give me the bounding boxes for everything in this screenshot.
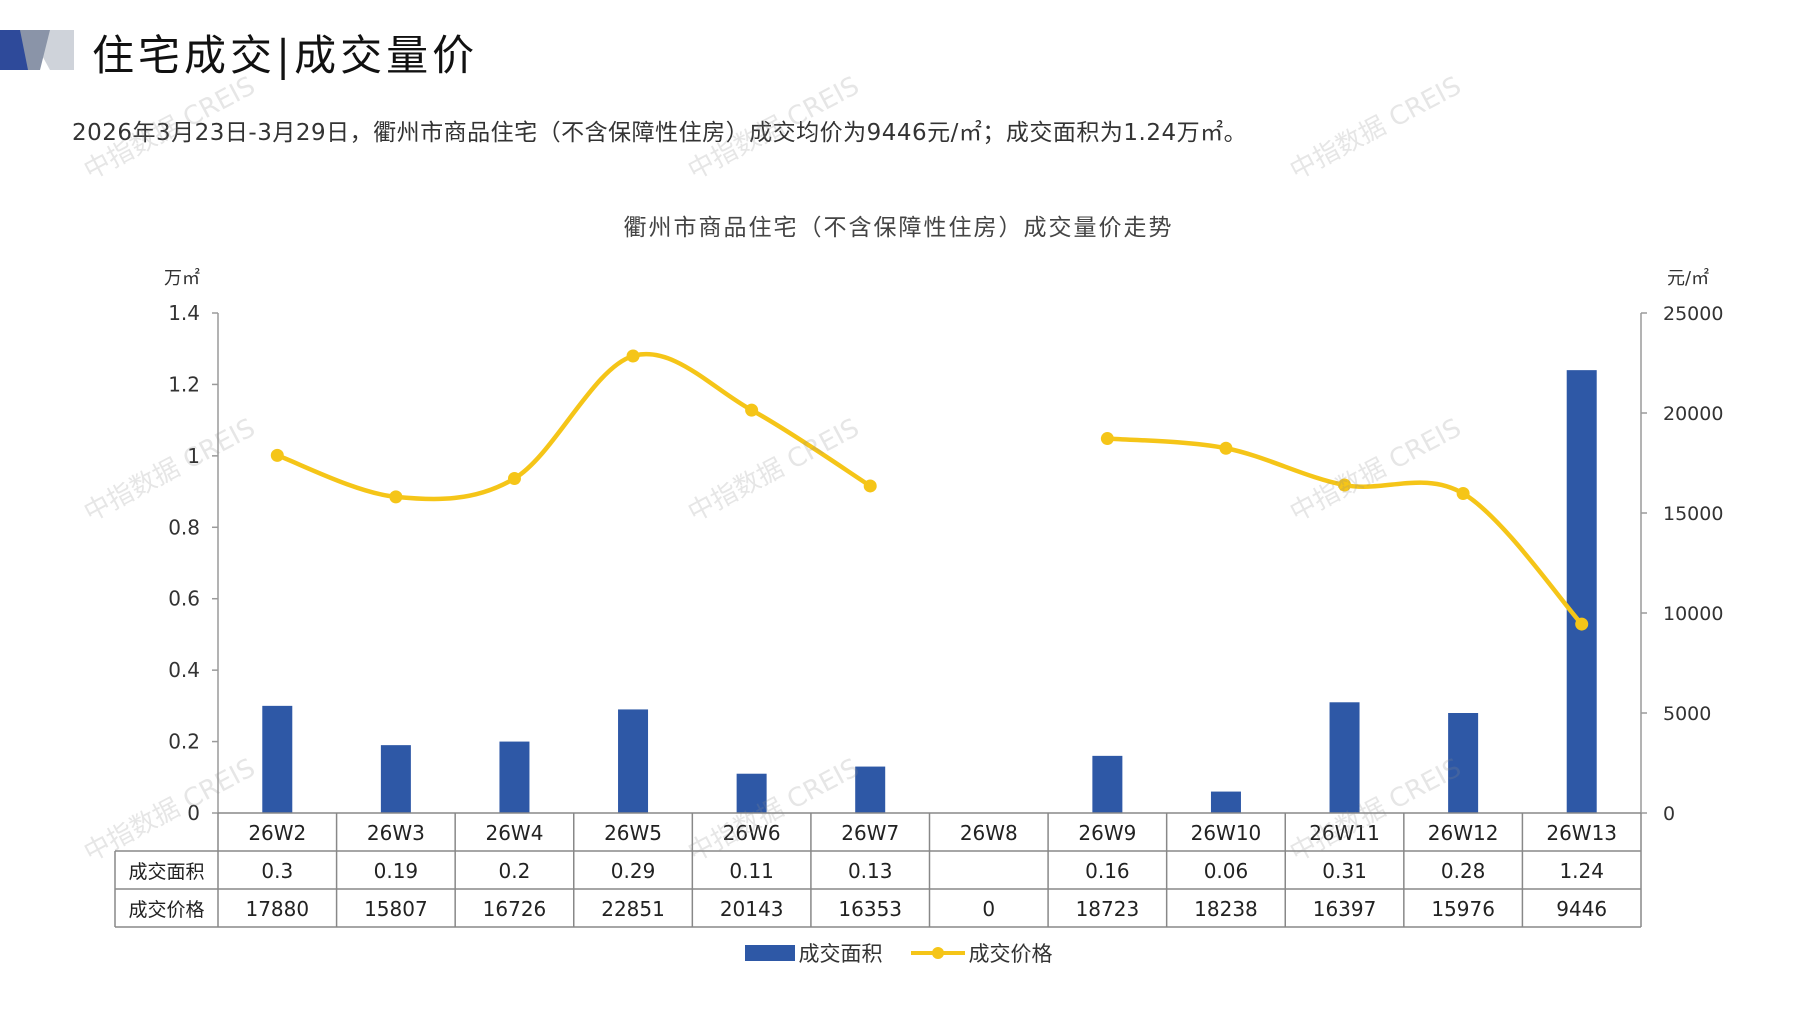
right-axis-tick-label: 0: [1663, 803, 1675, 825]
right-axis-unit: 元/㎡: [1667, 268, 1710, 289]
table-cell-area: 1.24: [1559, 859, 1604, 883]
price-point: [1100, 432, 1114, 446]
table-cell-price: 15976: [1431, 897, 1495, 921]
left-axis-unit: 万㎡: [164, 268, 200, 289]
left-axis-tick-label: 0: [187, 801, 200, 825]
right-axis-tick-label: 25000: [1663, 303, 1723, 325]
category-label: 26W11: [1309, 821, 1380, 845]
bar-area: [1210, 791, 1241, 813]
table-cell-price: 16726: [483, 897, 547, 921]
legend-label-price: 成交价格: [968, 942, 1053, 966]
category-label: 26W9: [1078, 821, 1136, 845]
table-cell-price: 22851: [601, 897, 665, 921]
left-axis-tick-label: 0.6: [168, 587, 200, 611]
price-point: [863, 479, 877, 493]
price-point: [1456, 486, 1470, 500]
category-label: 26W2: [248, 821, 306, 845]
header-decoration: [0, 30, 74, 70]
left-axis-tick-label: 1.2: [168, 372, 200, 396]
category-label: 26W6: [723, 821, 781, 845]
table-cell-area: 0.13: [848, 859, 893, 883]
summary-text: 2026年3月23日-3月29日，衢州市商品住宅（不含保障性住房）成交均价为94…: [72, 120, 1248, 146]
bar-area: [1092, 755, 1123, 813]
category-label: 26W4: [485, 821, 543, 845]
bar-area: [1448, 713, 1479, 813]
bar-area: [618, 709, 649, 813]
table-cell-price: 18723: [1076, 897, 1140, 921]
left-axis-tick-label: 0.4: [168, 658, 200, 682]
table-cell-price: 0: [982, 897, 995, 921]
table-cell-area: 0.3: [261, 859, 293, 883]
bar-area: [380, 745, 411, 813]
left-axis-tick-label: 0.2: [168, 730, 200, 754]
table-cell-price: 20143: [720, 897, 784, 921]
left-axis-tick-label: 1.4: [168, 301, 200, 325]
category-label: 26W10: [1191, 821, 1262, 845]
table-cell-area: 0.2: [499, 859, 531, 883]
table-cell-price: 18238: [1194, 897, 1258, 921]
price-point: [626, 349, 640, 363]
table-cell-area: 0.19: [374, 859, 419, 883]
right-axis-tick-label: 20000: [1663, 403, 1723, 425]
table-cell-price: 16397: [1313, 897, 1377, 921]
legend-item-area: 成交面积: [744, 938, 883, 968]
chart-title: 衢州市商品住宅（不含保障性住房）成交量价走势: [623, 215, 1174, 241]
price-line: [1107, 436, 1584, 626]
left-axis-tick-label: 1: [187, 444, 200, 468]
table-cell-price: 16353: [838, 897, 902, 921]
right-axis-tick-label: 10000: [1663, 603, 1723, 625]
table-cell-area: 0.06: [1204, 859, 1249, 883]
table-cell-area: 0.29: [611, 859, 656, 883]
right-axis-tick-label: 5000: [1663, 703, 1711, 725]
price-point: [270, 448, 284, 462]
legend: 成交面积 成交价格: [0, 938, 1797, 968]
legend-line-swatch: [910, 947, 965, 959]
table-cell-area: 0.31: [1322, 859, 1367, 883]
table-row-label-price: 成交价格: [128, 899, 204, 921]
left-axis-tick-label: 0.8: [168, 515, 200, 539]
table-cell-price: 17880: [245, 897, 309, 921]
table-cell-area: 0.16: [1085, 859, 1130, 883]
bar-area: [855, 766, 886, 813]
category-label: 26W8: [960, 821, 1018, 845]
bar-area: [499, 741, 530, 813]
table-cell-area: 0.28: [1441, 859, 1486, 883]
table-cell-price: 9446: [1556, 897, 1607, 921]
table-cell-area: 0.11: [729, 859, 774, 883]
legend-label-area: 成交面积: [798, 942, 883, 966]
right-axis-tick-label: 15000: [1663, 503, 1723, 525]
bar-area: [736, 773, 767, 813]
bar-area: [1566, 370, 1597, 813]
legend-item-price: 成交价格: [910, 938, 1053, 968]
price-line: [276, 352, 872, 502]
price-point: [1219, 441, 1233, 455]
legend-bar-swatch: [744, 945, 795, 961]
table-cell-price: 15807: [364, 897, 428, 921]
table-row-label-area: 成交面积: [128, 861, 204, 883]
price-point: [507, 471, 521, 485]
page-title: 住宅成交|成交量价: [92, 31, 479, 80]
category-label: 26W12: [1428, 821, 1499, 845]
price-point: [745, 403, 759, 417]
bar-area: [1329, 702, 1360, 813]
price-point: [1575, 617, 1589, 631]
category-label: 26W7: [841, 821, 899, 845]
bar-area: [262, 705, 293, 813]
category-label: 26W5: [604, 821, 662, 845]
category-label: 26W13: [1546, 821, 1617, 845]
price-point: [1338, 478, 1352, 492]
price-point: [389, 490, 403, 504]
category-label: 26W3: [367, 821, 425, 845]
